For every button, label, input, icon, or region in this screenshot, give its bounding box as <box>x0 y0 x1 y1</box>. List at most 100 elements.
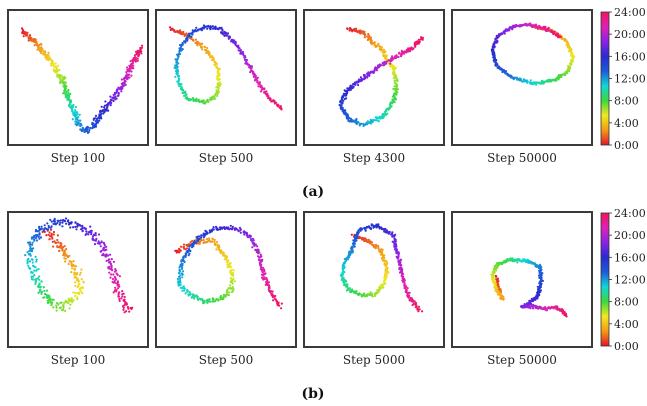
data-point <box>81 225 84 228</box>
data-point <box>495 263 498 267</box>
data-point <box>72 113 75 116</box>
data-point <box>388 59 391 62</box>
data-point <box>187 34 191 37</box>
data-point <box>567 69 570 72</box>
data-point <box>348 116 351 120</box>
data-point <box>200 28 203 31</box>
data-point <box>69 226 72 229</box>
data-point <box>411 303 414 307</box>
data-point <box>38 227 41 230</box>
data-point <box>380 64 383 67</box>
data-point <box>52 64 55 68</box>
data-point <box>84 233 87 236</box>
data-point <box>208 53 211 56</box>
data-point <box>178 82 181 85</box>
data-point <box>63 245 66 248</box>
data-point <box>370 294 373 297</box>
data-point <box>136 57 139 60</box>
data-point <box>366 35 369 38</box>
colorbar-a: 0:00 4:00 8:00 12:00 16:00 20:00 24:00 <box>600 6 646 152</box>
data-point <box>411 300 414 303</box>
data-point <box>87 233 90 236</box>
data-point <box>112 273 115 276</box>
data-point <box>201 299 204 302</box>
data-point <box>386 60 389 63</box>
data-point <box>52 233 55 236</box>
data-point <box>50 304 53 307</box>
data-point <box>264 283 267 286</box>
data-point <box>256 245 259 248</box>
data-point <box>183 287 186 290</box>
data-point <box>60 308 64 312</box>
data-point <box>224 295 227 298</box>
data-point <box>418 40 421 43</box>
data-point <box>499 297 502 300</box>
data-point <box>205 237 208 241</box>
data-point <box>262 278 265 281</box>
data-point <box>264 272 267 275</box>
data-point <box>113 270 117 273</box>
data-point <box>559 35 563 38</box>
data-point <box>510 76 513 79</box>
data-point <box>225 293 229 296</box>
data-point <box>568 67 572 70</box>
data-point <box>545 79 549 82</box>
colorbar-a-tick-label: 20:00 <box>614 28 646 41</box>
data-point <box>116 273 119 277</box>
data-point <box>225 256 228 259</box>
data-point <box>31 40 34 43</box>
data-point <box>110 258 113 261</box>
data-point <box>192 99 195 103</box>
data-point <box>370 241 373 244</box>
data-point <box>200 100 203 103</box>
data-point <box>350 249 353 252</box>
data-point <box>129 60 132 63</box>
data-point <box>109 262 112 266</box>
panel-a3-points <box>338 27 424 128</box>
data-point <box>380 46 383 49</box>
data-point <box>69 260 72 263</box>
data-point <box>214 25 217 28</box>
colorbar-a-tick-label: 24:00 <box>614 6 646 19</box>
panel-b4-step-label: Step 50000 <box>487 353 557 367</box>
data-point <box>128 69 132 72</box>
data-point <box>118 285 121 288</box>
data-point <box>109 276 112 279</box>
data-point <box>126 66 129 69</box>
data-point <box>56 70 59 73</box>
data-point <box>540 282 543 285</box>
data-point <box>46 299 49 302</box>
data-point <box>395 88 399 91</box>
data-point <box>174 75 177 78</box>
data-point <box>47 224 50 228</box>
data-point <box>198 28 201 31</box>
data-point <box>62 305 65 309</box>
data-point <box>182 258 185 261</box>
data-point <box>72 105 75 109</box>
data-point <box>134 58 138 62</box>
colorbar-b-gradient <box>601 213 609 346</box>
data-point <box>247 236 250 239</box>
data-point <box>115 88 119 91</box>
data-point <box>267 281 270 284</box>
data-point <box>180 245 183 248</box>
data-point <box>501 68 504 71</box>
data-point <box>33 269 36 272</box>
colorbar-a-tick-label: 8:00 <box>614 95 639 108</box>
data-point <box>62 254 65 257</box>
data-point <box>112 281 115 284</box>
data-point <box>362 123 365 126</box>
data-point <box>30 250 34 253</box>
data-point <box>374 247 377 250</box>
data-point <box>59 81 62 84</box>
data-point <box>369 39 372 42</box>
data-point <box>218 67 221 70</box>
data-point <box>129 65 133 68</box>
data-point <box>75 228 78 231</box>
data-point <box>493 59 496 62</box>
data-point <box>189 244 192 247</box>
data-point <box>123 298 126 301</box>
data-point <box>350 28 353 31</box>
data-point <box>367 122 370 125</box>
data-point <box>105 248 108 251</box>
